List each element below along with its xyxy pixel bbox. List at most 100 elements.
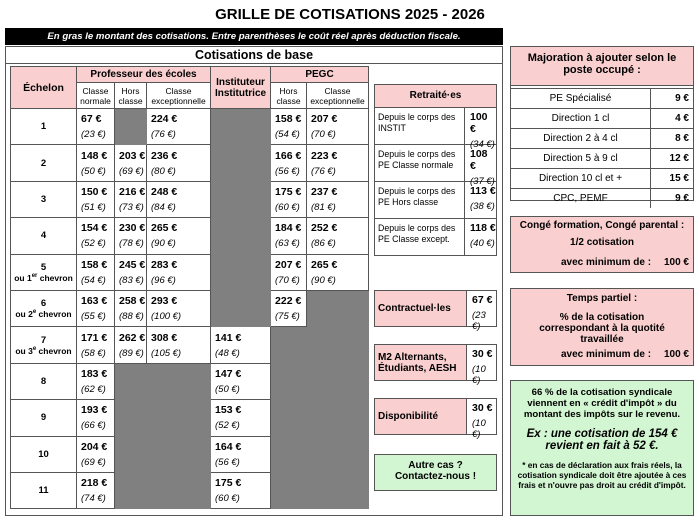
amount: 184 € [275, 222, 302, 235]
amount: 113 € [470, 185, 496, 197]
real-cost: (86 €) [311, 238, 336, 250]
amount: 171 € [81, 331, 108, 344]
amount: 237 € [311, 185, 338, 198]
empty-cell [210, 289, 272, 328]
real-cost: (66 €) [81, 420, 106, 432]
majoration-value: 9 € [675, 193, 689, 204]
echelon-note-sup: e [32, 309, 37, 316]
subheader-cell: Classe exceptionnelle [145, 82, 212, 109]
real-cost: (60 €) [215, 493, 240, 505]
retraite-value: 113 € (38 €) [465, 182, 496, 218]
echelon-note-text: chevron [36, 345, 72, 356]
amount: 193 € [81, 404, 108, 417]
amount: 163 € [81, 295, 108, 308]
amount: 67 € [472, 294, 493, 306]
amount-cell: 207 € (70 €) [306, 107, 370, 146]
amount-cell: 283 € (96 €) [145, 253, 212, 291]
majoration-row: Direction 10 cl et + 15 € [511, 168, 693, 188]
echelon-row: 6 ou 2e chevron 163 € (55 €) 258 € (88 €) 293 … [10, 289, 370, 328]
conge-subtitle: 1/2 cotisation [570, 237, 634, 248]
retraite-value: 108 € (37 €) [465, 145, 496, 187]
amount-cell: 150 € (51 €) [76, 180, 115, 219]
amount-cell: 258 € (88 €) [114, 289, 147, 328]
real-cost: (10 €) [472, 364, 486, 386]
real-cost: (76 €) [311, 165, 336, 177]
amount-cell: 236 € (80 €) [145, 144, 212, 182]
real-cost: (89 €) [119, 347, 144, 359]
temps-partiel-min-label: avec minimum de : [561, 349, 652, 360]
amount: 154 € [81, 222, 108, 235]
amount: 223 € [311, 149, 338, 162]
real-cost: (52 €) [215, 420, 240, 432]
real-cost: (96 €) [151, 274, 176, 286]
empty-cell [270, 471, 308, 510]
real-cost: (23 €) [81, 129, 106, 141]
real-cost: (48 €) [215, 347, 240, 359]
echelon-cell: 5 ou 1er chevron [10, 253, 77, 291]
amount: 166 € [275, 149, 302, 162]
empty-cell [306, 326, 370, 364]
status-value: 30 € (10 €) [467, 399, 496, 440]
status-value: 30 € (10 €) [467, 345, 496, 386]
header-cell: Instituteur Institutrice [210, 66, 272, 109]
conge-min-label: avec minimum de : [561, 257, 652, 268]
retraite-row: Depuis le corps des INSTIT 100 € (34 €) [374, 108, 497, 150]
amount-cell: 164 € (56 €) [210, 435, 272, 473]
base-panel: Cotisations de base [5, 46, 503, 516]
real-cost: (62 €) [81, 383, 106, 395]
amount-cell: 216 € (73 €) [114, 180, 147, 219]
echelon-row: 1 67 € (23 €) 224 € (76 €) 158 € (54 €) 207 € (7… [10, 107, 370, 146]
echelon-row: 5 ou 1er chevron 158 € (54 €) 245 € (83 €) 283… [10, 253, 370, 291]
echelon-number: 9 [40, 412, 47, 424]
real-cost: (60 €) [275, 201, 300, 213]
amount-cell: 252 € (86 €) [306, 217, 370, 255]
real-cost: (56 €) [215, 456, 240, 468]
majoration-row: Direction 2 à 4 cl 8 € [511, 128, 693, 148]
empty-cell [210, 144, 272, 182]
conge-min-value: 100 € [663, 257, 689, 268]
real-cost: (34 €) [470, 139, 495, 150]
majoration-row: Direction 1 cl 4 € [511, 108, 693, 128]
real-cost: (23 €) [472, 310, 486, 332]
echelon-cell: 11 [10, 471, 77, 510]
empty-cell [114, 399, 147, 437]
amount: 175 € [215, 477, 242, 490]
header-cell: Échelon [10, 66, 77, 109]
echelon-row: 10 204 € (69 €) 164 € (56 €) [10, 435, 370, 473]
echelon-number: 10 [38, 448, 49, 460]
real-cost: (50 €) [81, 165, 106, 177]
echelon-number: 2 [40, 157, 47, 169]
amount-cell: 203 € (69 €) [114, 144, 147, 182]
retraite-row: Depuis le corps des PE Hors classe 113 € (… [374, 182, 497, 219]
real-cost: (10 €) [472, 418, 486, 440]
retraite-label: Depuis le corps des INSTIT [375, 108, 465, 144]
amount-cell: 262 € (89 €) [114, 326, 147, 364]
empty-cell [114, 362, 147, 401]
empty-cell [306, 289, 370, 328]
real-cost: (70 €) [275, 274, 300, 286]
credit-note: * en cas de déclaration aux frais réels,… [517, 460, 687, 490]
amount: 158 € [275, 113, 302, 126]
status-value: 67 € (23 €) [467, 291, 496, 332]
subheader-cell: Classe normale [76, 82, 115, 109]
echelon-cell: 1 [10, 107, 77, 146]
separator [511, 85, 693, 88]
real-cost: (58 €) [81, 347, 106, 359]
retraites-list: Depuis le corps des INSTIT 100 € (34 €) Dep… [374, 108, 497, 256]
amount-cell: 265 € (90 €) [145, 217, 212, 255]
echelon-row: 3 150 € (51 €) 216 € (73 €) 248 € (84 €) 175 € (… [10, 180, 370, 219]
retraites-title: Retraité·es [374, 84, 497, 108]
echelon-number: 5 [40, 261, 47, 273]
amount: 308 € [151, 331, 178, 344]
amount: 108 € [470, 148, 488, 172]
real-cost: (80 €) [151, 165, 176, 177]
amount: 204 € [81, 440, 108, 453]
echelon-cell: 8 [10, 362, 77, 401]
header-cell: PEGC [270, 66, 370, 83]
amount-cell: 153 € (52 €) [210, 399, 272, 437]
amount: 222 € [275, 295, 302, 308]
echelon-row: 11 218 € (74 €) 175 € (60 €) [10, 471, 370, 510]
amount-cell: 207 € (70 €) [270, 253, 308, 291]
status-box: Disponibilité 30 € (10 €) [374, 398, 497, 440]
amount-cell: 158 € (54 €) [76, 253, 115, 291]
